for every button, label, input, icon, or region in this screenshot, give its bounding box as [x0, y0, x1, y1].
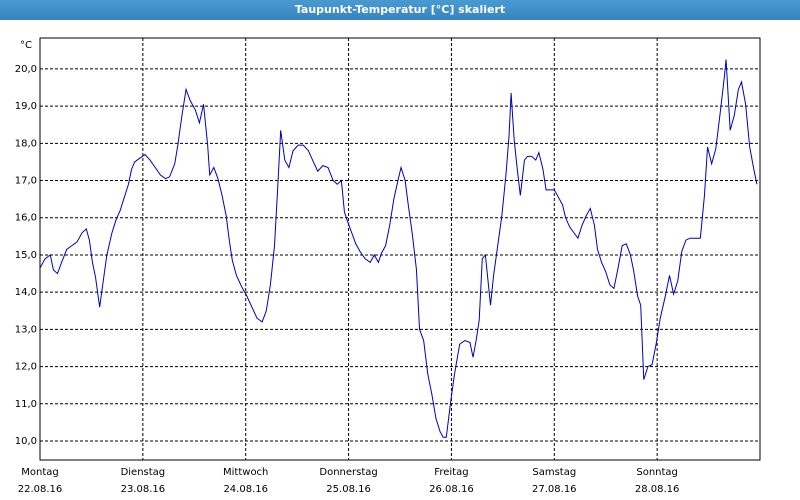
y-tick-label: 19,0 — [15, 101, 37, 112]
x-tick-label: Dienstag — [121, 467, 166, 478]
chart-title: Taupunkt-Temperatur [°C] skaliert — [0, 0, 800, 20]
x-tick-label: Samstag — [532, 467, 576, 478]
x-tick-date: 28.08.16 — [635, 484, 680, 495]
y-tick-label: 20,0 — [15, 64, 37, 75]
y-tick-label: 11,0 — [15, 399, 37, 410]
x-tick-label: Freitag — [434, 467, 468, 478]
data-line — [39, 59, 758, 438]
x-tick-date: 25.08.16 — [326, 484, 371, 495]
x-tick-date: 24.08.16 — [223, 484, 268, 495]
x-tick-label: Mittwoch — [223, 467, 268, 478]
x-tick-date: 26.08.16 — [429, 484, 474, 495]
x-tick-date: 22.08.16 — [18, 484, 63, 495]
y-tick-label: 14,0 — [15, 287, 37, 298]
y-tick-label: 15,0 — [15, 250, 37, 261]
y-tick-label: 17,0 — [15, 176, 37, 187]
x-tick-label: Montag — [21, 467, 58, 478]
x-tick-date: 23.08.16 — [121, 484, 166, 495]
x-tick-label: Sonntag — [636, 467, 678, 478]
x-tick-date: 27.08.16 — [532, 484, 577, 495]
plot-frame — [39, 37, 761, 461]
y-tick-label: 12,0 — [15, 362, 37, 373]
x-tick-label: Donnerstag — [319, 467, 377, 478]
chart: °C 10,0 11,0 12,0 13,0 14,0 15,0 16,0 17,0 18,0 1… — [15, 37, 761, 495]
y-tick-label: 13,0 — [15, 324, 37, 335]
y-tick-label: 10,0 — [15, 436, 37, 447]
y-unit: °C — [20, 40, 32, 51]
y-tick-label: 16,0 — [15, 213, 37, 224]
y-tick-label: 18,0 — [15, 138, 37, 149]
